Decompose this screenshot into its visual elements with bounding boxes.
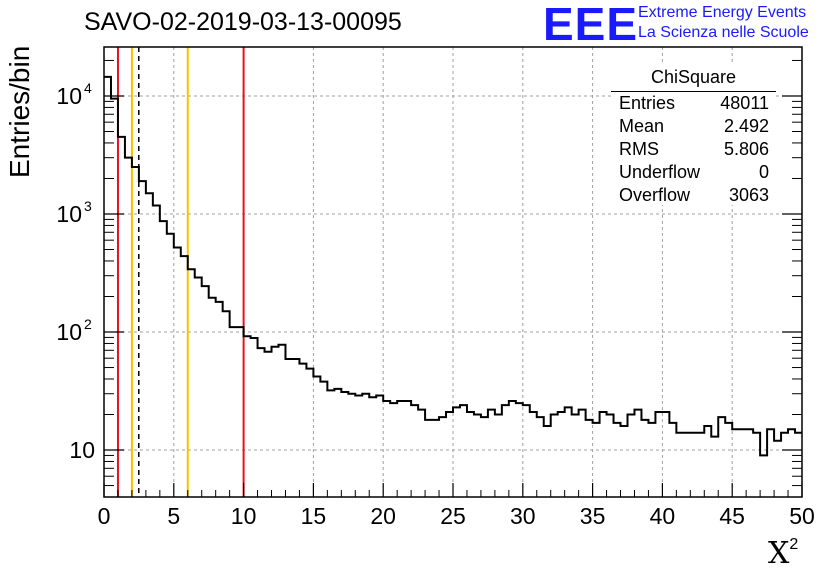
x-axis-label: X2	[768, 536, 799, 571]
stats-value: 2.492	[723, 116, 769, 136]
x-tick-label: 30	[510, 503, 536, 529]
logo-tagline-2: La Scienza nelle Scuole	[638, 24, 809, 41]
stats-value: 5.806	[723, 139, 769, 159]
stats-key: Overflow	[619, 185, 691, 205]
stats-row-entries: Entries 48011	[619, 93, 769, 116]
y-tick-exponent: 3	[84, 198, 92, 214]
x-tick-label: 5	[167, 503, 180, 529]
stats-value: 0	[758, 162, 769, 182]
y-axis-label: Entries/bin	[4, 45, 35, 178]
x-tick-label: 25	[440, 503, 466, 529]
x-tick-label: 0	[98, 503, 111, 529]
stats-key: Mean	[619, 116, 665, 136]
stats-key: Underflow	[619, 162, 701, 182]
histogram-series	[104, 75, 802, 457]
y-tick-label: 10	[56, 201, 82, 227]
x-tick-label: 10	[231, 503, 257, 529]
x-tick-label: 45	[719, 503, 745, 529]
y-tick-exponent: 4	[84, 80, 92, 96]
stats-row-overflow: Overflow 3063	[619, 185, 769, 208]
stats-row-rms: RMS 5.806	[619, 139, 769, 162]
stats-value: 48011	[720, 93, 769, 113]
y-tick-label: 10	[69, 437, 95, 463]
stats-row-underflow: Underflow 0	[619, 162, 769, 185]
stats-key: Entries	[619, 93, 676, 113]
y-tick-label: 10	[56, 319, 82, 345]
x-tick-label: 35	[580, 503, 606, 529]
stats-row-mean: Mean 2.492	[619, 116, 769, 139]
x-tick-label: 50	[789, 503, 815, 529]
stats-box: ChiSquare Entries 48011 Mean 2.492 RMS 5…	[611, 65, 776, 205]
x-tick-label: 15	[301, 503, 327, 529]
stats-key: RMS	[619, 139, 659, 159]
eee-logo: EEE	[543, 0, 639, 50]
y-tick-exponent: 2	[84, 316, 92, 332]
y-tick-label: 10	[56, 83, 82, 109]
chart-title: SAVO-02-2019-03-13-00095	[84, 8, 402, 36]
x-tick-label: 40	[650, 503, 676, 529]
stats-value: 3063	[728, 185, 769, 205]
logo-tagline-1: Extreme Energy Events	[638, 4, 807, 21]
axis-ticks	[103, 59, 803, 497]
stats-title: ChiSquare	[611, 67, 776, 92]
x-tick-label: 20	[370, 503, 396, 529]
marker-lines	[116, 47, 245, 497]
